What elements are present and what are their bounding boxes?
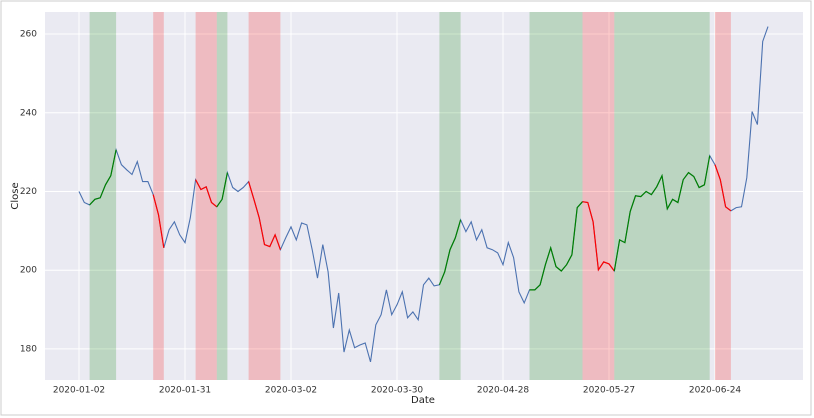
- y-axis-label: Close: [10, 182, 21, 209]
- signal-segment: [529, 201, 583, 291]
- y-tick-label: 180: [20, 344, 37, 354]
- x-tick-label: 2020-03-30: [371, 386, 424, 396]
- signal-region: [439, 12, 461, 380]
- y-tick-label: 200: [20, 266, 37, 276]
- signal-segment: [195, 179, 218, 208]
- signal-segment: [582, 201, 615, 272]
- signal-region: [216, 12, 228, 380]
- labels: 180 200 220 240 260 2020-01-02 2020-01-31 2020-…: [20, 30, 742, 396]
- x-tick-label: 2020-04-28: [477, 386, 530, 396]
- y-tick-label: 220: [20, 187, 37, 197]
- signal-segment: [152, 194, 165, 248]
- signal-region: [195, 12, 217, 380]
- signal-region: [582, 12, 615, 380]
- lines: [78, 26, 769, 363]
- signal-segment: [613, 155, 711, 272]
- x-tick-label: 2020-06-24: [689, 386, 742, 396]
- x-axis-label: Date: [411, 395, 435, 406]
- x-tick-label: 2020-01-02: [53, 386, 105, 396]
- signal-segment: [248, 181, 281, 250]
- signal-segment: [438, 219, 462, 286]
- y-tick-label: 260: [20, 30, 37, 40]
- plot-area: [45, 12, 803, 380]
- signal-segment: [714, 164, 732, 212]
- signal-region: [529, 12, 583, 380]
- signal-region: [248, 12, 281, 380]
- signal-region: [614, 12, 710, 380]
- y-tick-label: 240: [20, 108, 37, 118]
- x-tick-label: 2020-03-02: [265, 386, 317, 396]
- signal-region: [89, 12, 117, 380]
- x-tick-label: 2020-01-31: [159, 386, 211, 396]
- signal-region: [153, 12, 164, 380]
- signal-segment: [89, 149, 117, 206]
- grid: [45, 12, 803, 380]
- regions: [89, 12, 731, 380]
- x-tick-label: 2020-05-27: [583, 386, 635, 396]
- signal-segment: [216, 172, 228, 208]
